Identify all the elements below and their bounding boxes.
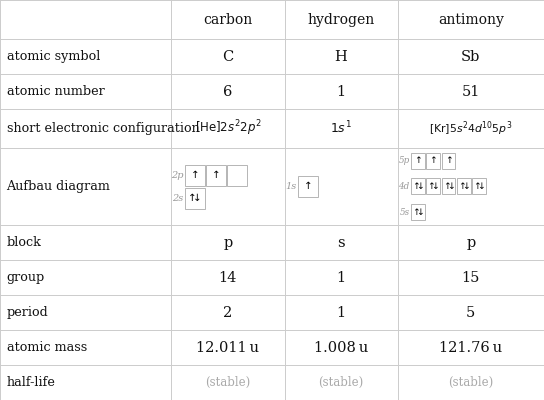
Text: 14: 14	[219, 271, 237, 285]
Bar	[457, 178, 471, 194]
Text: atomic number: atomic number	[7, 85, 104, 98]
Text: ↑: ↑	[212, 170, 220, 180]
Text: carbon: carbon	[203, 13, 252, 27]
Text: ↓: ↓	[462, 182, 469, 191]
Bar	[206, 165, 226, 186]
Bar	[411, 178, 425, 194]
Text: 5s: 5s	[399, 208, 410, 217]
Text: ↑: ↑	[188, 194, 196, 204]
Text: hydrogen: hydrogen	[307, 13, 375, 27]
Text: (stable): (stable)	[205, 376, 251, 389]
Text: 5p: 5p	[398, 156, 410, 165]
Text: ↑: ↑	[429, 156, 437, 165]
Text: ↑: ↑	[412, 182, 420, 191]
Text: 1s: 1s	[285, 182, 296, 191]
Text: 2: 2	[223, 306, 233, 320]
Text: 1: 1	[337, 306, 345, 320]
Bar	[411, 204, 425, 220]
Text: ↓: ↓	[477, 182, 485, 191]
Text: 51: 51	[462, 85, 480, 99]
Bar	[298, 176, 318, 197]
Text: ↑: ↑	[458, 182, 466, 191]
Text: period: period	[7, 306, 48, 319]
Text: ↓: ↓	[431, 182, 439, 191]
Text: $\mathregular{[He]}2s^22p^2$: $\mathregular{[He]}2s^22p^2$	[195, 118, 261, 138]
Text: 5: 5	[466, 306, 475, 320]
Text: 1: 1	[337, 271, 345, 285]
Text: $1s^1$: $1s^1$	[330, 120, 352, 137]
Text: Sb: Sb	[461, 50, 480, 64]
Text: ↓: ↓	[416, 182, 424, 191]
Text: (stable): (stable)	[318, 376, 364, 389]
Bar	[442, 178, 455, 194]
Text: antimony: antimony	[438, 13, 504, 27]
Text: ↑: ↑	[443, 182, 450, 191]
Text: 121.76 u: 121.76 u	[439, 340, 503, 354]
Text: p: p	[466, 236, 475, 250]
Text: ↑: ↑	[304, 182, 312, 192]
Text: 2s: 2s	[172, 194, 183, 203]
Text: H: H	[335, 50, 348, 64]
Text: atomic symbol: atomic symbol	[7, 50, 100, 63]
Text: atomic mass: atomic mass	[7, 341, 87, 354]
Text: Aufbau diagram: Aufbau diagram	[7, 180, 110, 193]
Text: $\mathregular{[Kr]}5s^24d^{10}5p^3$: $\mathregular{[Kr]}5s^24d^{10}5p^3$	[429, 119, 512, 138]
Text: ↑: ↑	[414, 156, 422, 165]
Text: ↓: ↓	[447, 182, 454, 191]
Text: ↑: ↑	[190, 170, 199, 180]
Bar	[426, 153, 440, 169]
Text: ↑: ↑	[444, 156, 453, 165]
Bar	[185, 165, 205, 186]
Bar	[442, 153, 455, 169]
Text: 15: 15	[462, 271, 480, 285]
Text: ↓: ↓	[416, 208, 424, 217]
Text: 4d: 4d	[398, 182, 410, 191]
Text: ↑: ↑	[473, 182, 481, 191]
Text: C: C	[222, 50, 233, 64]
Text: group: group	[7, 271, 45, 284]
Text: 1.008 u: 1.008 u	[314, 340, 368, 354]
Bar	[426, 178, 440, 194]
Bar	[185, 188, 205, 209]
Bar	[411, 153, 425, 169]
Text: half-life: half-life	[7, 376, 55, 389]
Bar	[227, 165, 247, 186]
Bar	[472, 178, 486, 194]
Text: p: p	[223, 236, 233, 250]
Text: ↑: ↑	[428, 182, 435, 191]
Text: s: s	[337, 236, 345, 250]
Text: ↓: ↓	[193, 194, 202, 204]
Text: 12.011 u: 12.011 u	[196, 340, 259, 354]
Text: block: block	[7, 236, 41, 249]
Text: 1: 1	[337, 85, 345, 99]
Text: 6: 6	[223, 85, 233, 99]
Text: 2p: 2p	[171, 171, 183, 180]
Text: (stable): (stable)	[448, 376, 493, 389]
Text: ↑: ↑	[412, 208, 420, 217]
Text: short electronic configuration: short electronic configuration	[7, 122, 199, 135]
